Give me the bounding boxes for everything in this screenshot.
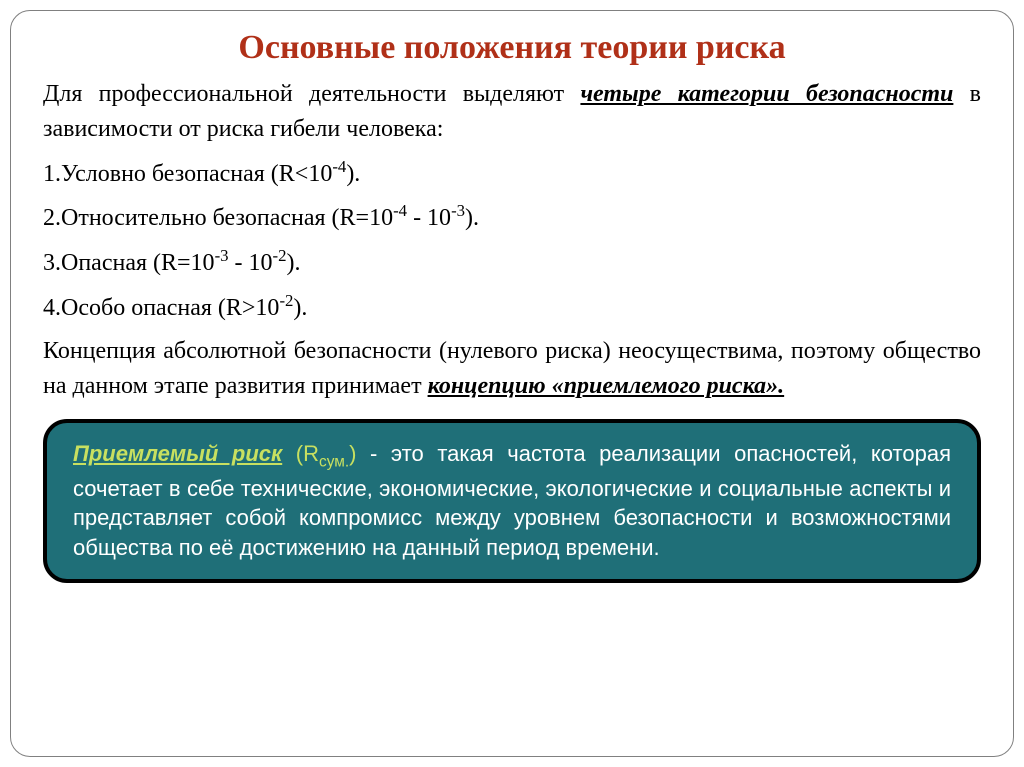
cat-range-pre: (R<10 [271, 161, 333, 187]
category-item: 1.Условно безопасная (R<10-4). [43, 155, 981, 192]
cat-num: 4. [43, 295, 61, 321]
cat-num: 2. [43, 205, 61, 231]
callout-term: Приемлемый риск [73, 441, 282, 466]
cat-label: Относительно безопасная [61, 205, 326, 231]
cat-mid: - 10 [229, 250, 273, 276]
cat-range-post: ). [465, 205, 479, 231]
callout-symbol-pre: (R [282, 441, 319, 466]
cat-label: Условно безопасная [61, 161, 265, 187]
body-content: Для профессиональной деятельности выделя… [43, 77, 981, 403]
slide-frame: Основные положения теории риска Для проф… [10, 10, 1014, 757]
cat-label: Особо опасная [61, 295, 212, 321]
cat-label: Опасная [61, 250, 147, 276]
cat-range-post: ). [287, 250, 301, 276]
cat-range-pre: (R=10 [332, 205, 394, 231]
cat-exp: -4 [393, 201, 407, 220]
intro-before: Для профессиональной деятельности выделя… [43, 81, 580, 107]
category-item: 3.Опасная (R=10-3 - 10-2). [43, 244, 981, 281]
cat-mid: - 10 [407, 205, 451, 231]
callout-symbol-sub: сум. [319, 454, 349, 471]
cat-exp: -2 [279, 291, 293, 310]
category-item: 2.Относительно безопасная (R=10-4 - 10-3… [43, 199, 981, 236]
cat-range-post: ). [346, 161, 360, 187]
cat-exp: -3 [215, 246, 229, 265]
definition-callout: Приемлемый риск (Rсум.) - это такая част… [43, 419, 981, 582]
cat-num: 1. [43, 161, 61, 187]
cat-range-post: ). [293, 295, 307, 321]
concept-emph: концепцию «приемлемого риска». [428, 373, 785, 399]
cat-exp2: -3 [451, 201, 465, 220]
cat-num: 3. [43, 250, 61, 276]
cat-exp2: -2 [273, 246, 287, 265]
cat-range-pre: (R>10 [218, 295, 280, 321]
cat-exp: -4 [332, 157, 346, 176]
intro-emph: четыре категории безопасности [580, 81, 953, 107]
category-item: 4.Особо опасная (R>10-2). [43, 289, 981, 326]
concept-paragraph: Концепция абсолютной безопасности (нулев… [43, 334, 981, 404]
intro-paragraph: Для профессиональной деятельности выделя… [43, 77, 981, 147]
slide-title: Основные положения теории риска [43, 29, 981, 67]
cat-range-pre: (R=10 [153, 250, 215, 276]
